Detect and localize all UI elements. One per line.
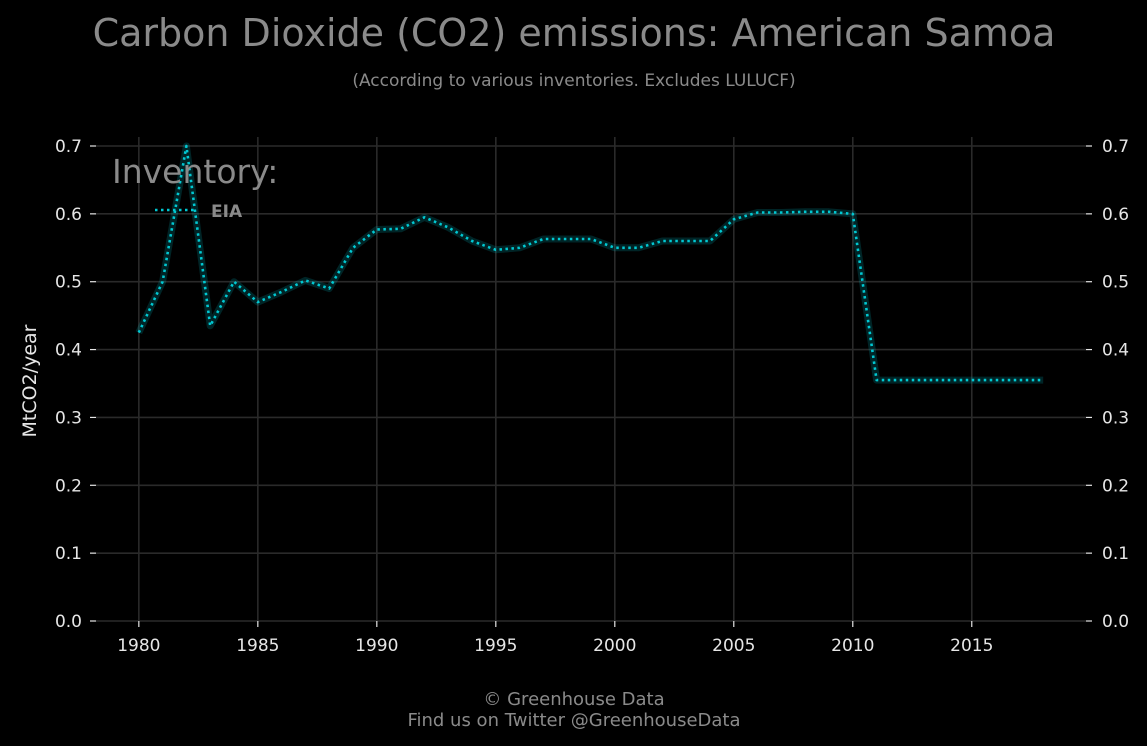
data-point (399, 227, 402, 230)
data-point (280, 290, 283, 293)
y-tick-label-left: 0.3 (55, 408, 82, 428)
grid-layer (96, 137, 1086, 622)
data-point (970, 379, 973, 382)
data-point (1042, 379, 1045, 382)
y-tick-label-left: 0.4 (55, 341, 82, 361)
x-tick-label: 2010 (831, 636, 874, 656)
data-point (494, 248, 497, 251)
data-point (827, 210, 830, 213)
x-tick-label: 1990 (355, 636, 398, 656)
y-tick-label-left: 0.0 (55, 612, 82, 632)
data-point (780, 211, 783, 214)
data-point (804, 210, 807, 213)
x-tick-label: 1980 (117, 636, 160, 656)
data-point (946, 379, 949, 382)
data-point (256, 300, 259, 303)
x-tick-label: 2005 (712, 636, 755, 656)
y-tick-label-right: 0.7 (1102, 137, 1129, 157)
data-point (209, 324, 212, 327)
data-point (447, 226, 450, 229)
y-tick-label-right: 0.3 (1102, 408, 1129, 428)
legend: Inventory: EIA (112, 152, 278, 222)
axis-layer: 1980 1985 1990 1995 2000 2005 2010 2015 0.0 0.0 0.… (55, 137, 1129, 656)
series-layer (135, 142, 1045, 384)
data-point (185, 144, 188, 147)
x-tick-label: 2000 (593, 636, 636, 656)
data-point (875, 379, 878, 382)
y-tick-label-left: 0.5 (55, 273, 82, 293)
legend-title: Inventory: (112, 152, 278, 191)
data-point (661, 239, 664, 242)
x-tick-label: 1995 (474, 636, 517, 656)
y-tick-label-left: 0.2 (55, 476, 82, 496)
x-tick-label: 2015 (950, 636, 993, 656)
x-tick-label: 1985 (236, 636, 279, 656)
y-tick-label-right: 0.1 (1102, 544, 1129, 564)
data-point (899, 379, 902, 382)
chart-subtitle: (According to various inventories. Exclu… (352, 71, 795, 91)
y-tick-label-right: 0.0 (1102, 612, 1129, 632)
data-point (923, 379, 926, 382)
data-point (232, 280, 235, 283)
data-point (470, 239, 473, 242)
data-point (161, 280, 164, 283)
y-tick-label-right: 0.6 (1102, 205, 1129, 225)
data-point (328, 287, 331, 290)
data-point (732, 218, 735, 221)
data-point (137, 331, 140, 334)
data-point (423, 216, 426, 219)
footer-copyright: © Greenhouse Data (483, 689, 664, 710)
data-point (708, 239, 711, 242)
y-tick-label-left: 0.7 (55, 137, 82, 157)
data-point (589, 237, 592, 240)
y-tick-label-right: 0.2 (1102, 476, 1129, 496)
data-point (1018, 379, 1021, 382)
legend-label-eia: EIA (211, 202, 243, 222)
data-point (304, 279, 307, 282)
data-point (637, 246, 640, 249)
data-point (851, 212, 854, 215)
y-tick-label-left: 0.1 (55, 544, 82, 564)
data-point (613, 246, 616, 249)
data-point (994, 379, 997, 382)
data-point (351, 246, 354, 249)
data-point (685, 239, 688, 242)
y-axis-label: MtCO2/year (19, 324, 41, 437)
data-point (518, 246, 521, 249)
y-tick-label-left: 0.6 (55, 205, 82, 225)
y-tick-label-right: 0.5 (1102, 273, 1129, 293)
footer-twitter: Find us on Twitter @GreenhouseData (407, 710, 740, 731)
data-point (566, 237, 569, 240)
data-point (375, 228, 378, 231)
data-point (756, 211, 759, 214)
y-tick-label-right: 0.4 (1102, 341, 1129, 361)
data-point (542, 237, 545, 240)
series-line-glow (135, 142, 1044, 384)
chart-title: Carbon Dioxide (CO2) emissions: American… (93, 11, 1056, 55)
